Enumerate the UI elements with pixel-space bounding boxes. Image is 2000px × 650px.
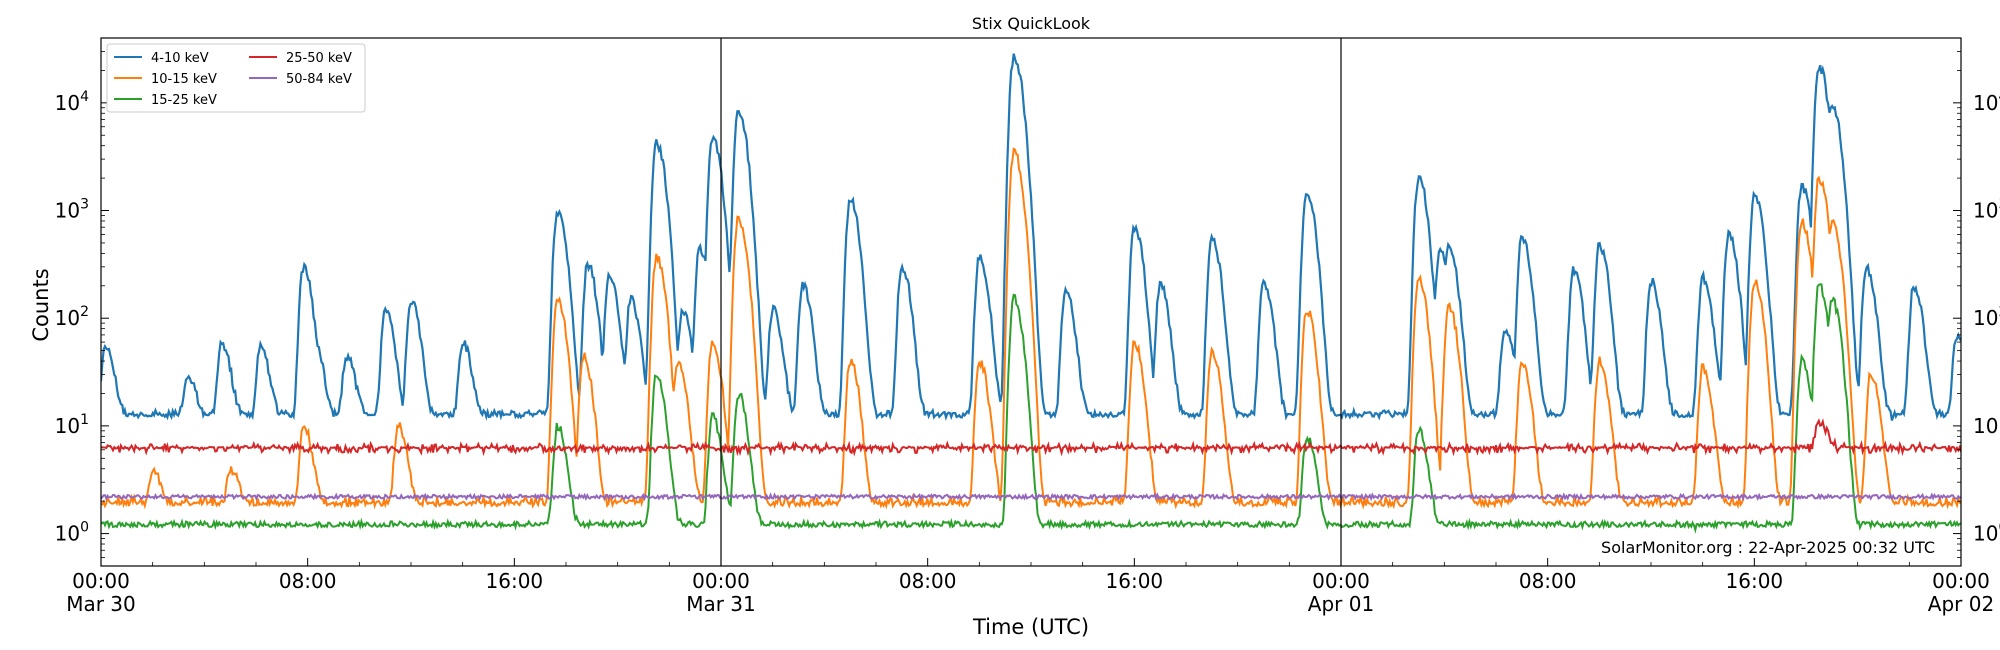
- y-tick-label-left: 100: [55, 520, 89, 546]
- credit-annotation: SolarMonitor.org : 22-Apr-2025 00:32 UTC: [1601, 538, 1935, 557]
- x-tick-label: 00:00: [1932, 569, 1990, 593]
- x-tick-date-label: Apr 02: [1928, 592, 1994, 616]
- y-tick-label-left: 101: [55, 412, 89, 438]
- x-tick-label: 00:00: [72, 569, 130, 593]
- y-tick-label-right: 102: [1973, 304, 2000, 330]
- x-axis-label: Time (UTC): [972, 615, 1089, 639]
- x-tick-date-label: Mar 31: [686, 592, 756, 616]
- legend-label: 15-25 keV: [151, 93, 217, 108]
- y-tick-label-right: 100: [1973, 520, 2000, 546]
- y-tick-label-left: 103: [55, 197, 89, 223]
- series-line-50-84-kev: [101, 492, 1961, 502]
- chart-title: Stix QuickLook: [972, 14, 1091, 33]
- series-line-4-10-kev: [101, 53, 1961, 421]
- legend-label: 10-15 keV: [151, 72, 217, 87]
- y-tick-label-right: 103: [1973, 197, 2000, 223]
- x-tick-label: 00:00: [692, 569, 750, 593]
- x-tick-label: 08:00: [899, 569, 957, 593]
- legend-label: 50-84 keV: [286, 72, 352, 87]
- x-tick-label: 16:00: [1106, 569, 1164, 593]
- x-tick-label: 08:00: [1519, 569, 1577, 593]
- legend-label: 25-50 keV: [286, 51, 352, 66]
- series-line-15-25-kev: [101, 283, 1961, 534]
- x-tick-label: 00:00: [1312, 569, 1370, 593]
- legend-label: 4-10 keV: [151, 51, 209, 66]
- series-line-10-15-kev: [101, 147, 1961, 510]
- legend: 4-10 keV 10-15 keV 15-25 keV 25-50 keV 50-84…: [106, 43, 366, 113]
- y-axis-label: Counts: [29, 268, 53, 341]
- y-tick-label-right: 104: [1973, 89, 2000, 115]
- x-tick-label: 16:00: [486, 569, 544, 593]
- series-line-25-50-kev: [101, 418, 1961, 457]
- legend-box: [106, 43, 366, 113]
- y-tick-label-left: 102: [55, 304, 89, 330]
- x-tick-date-label: Mar 30: [66, 592, 136, 616]
- y-tick-label-right: 101: [1973, 412, 2000, 438]
- x-tick-label: 16:00: [1726, 569, 1784, 593]
- series-layer: [101, 53, 1961, 534]
- x-tick-label: 08:00: [279, 569, 337, 593]
- x-tick-date-label: Apr 01: [1308, 592, 1374, 616]
- y-tick-label-left: 104: [55, 89, 89, 115]
